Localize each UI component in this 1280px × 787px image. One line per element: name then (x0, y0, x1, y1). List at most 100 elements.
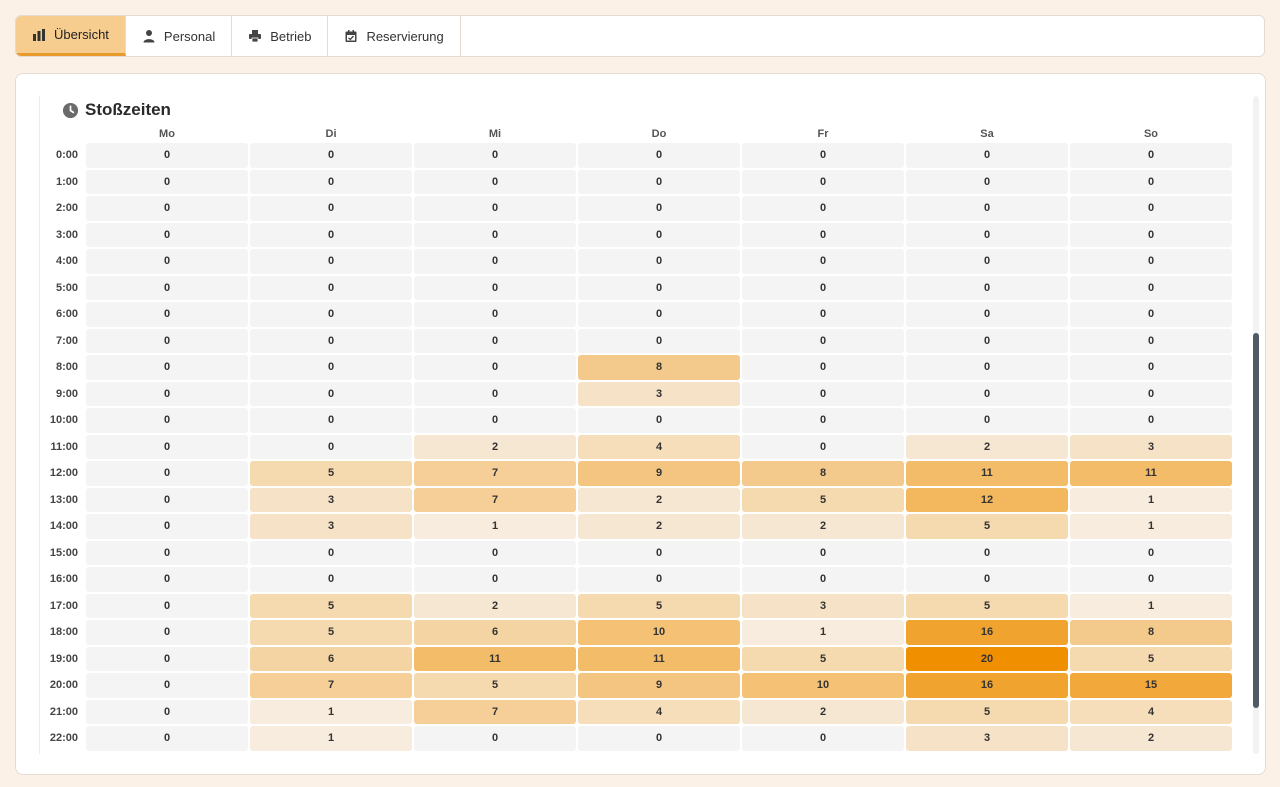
heatmap-cell: 0 (742, 381, 904, 406)
heatmap-cell: 0 (1070, 567, 1232, 592)
heatmap-cell: 11 (414, 646, 576, 671)
heatmap-cell: 0 (86, 381, 248, 406)
heatmap-cell: 3 (742, 593, 904, 618)
heatmap-cell: 0 (414, 540, 576, 565)
heatmap-row: 10:00 0 0 0 0 0 0 0 (42, 408, 1232, 433)
heatmap-row: 13:00 0 3 7 2 5 12 1 (42, 487, 1232, 512)
heatmap-cell: 0 (742, 540, 904, 565)
hour-label: 14:00 (49, 520, 78, 533)
heatmap-cell: 0 (86, 196, 248, 221)
tab-bar: Übersicht Personal Betrieb Reservierung (15, 15, 1265, 57)
heatmap-cell: 0 (250, 381, 412, 406)
tab-label: Personal (163, 28, 216, 44)
heatmap-cell: 1 (250, 699, 412, 724)
heatmap-cell: 16 (906, 673, 1068, 698)
heatmap-cell: 0 (906, 381, 1068, 406)
heatmap-cell: 0 (906, 275, 1068, 300)
heatmap-cell: 4 (578, 434, 740, 459)
heatmap-cell: 0 (86, 275, 248, 300)
heatmap-cell: 1 (250, 726, 412, 751)
heatmap-cell: 0 (1070, 355, 1232, 380)
tab-label: Reservierung (366, 28, 444, 44)
heatmap-cell: 0 (414, 328, 576, 353)
heatmap-cell: 0 (906, 408, 1068, 433)
day-header: Fr (817, 128, 829, 140)
heatmap-row: 15:00 0 0 0 0 0 0 0 (42, 540, 1232, 565)
heatmap-row: 2:00 0 0 0 0 0 0 0 (42, 196, 1232, 221)
heatmap-cell: 0 (250, 408, 412, 433)
heatmap-cell: 0 (578, 408, 740, 433)
heatmap-cell: 0 (250, 540, 412, 565)
heatmap-cell: 9 (578, 461, 740, 486)
heatmap-cell: 0 (578, 726, 740, 751)
heatmap-cell: 0 (1070, 381, 1232, 406)
heatmap-cell: 0 (742, 328, 904, 353)
peak-times-heatmap: Mo Di Mi Do Fr Sa So 0:00 0 0 0 0 0 0 0 1:00 0 0 0 0 0 0 0 2:0… (40, 125, 1234, 753)
heatmap-cell: 1 (1070, 593, 1232, 618)
heatmap-cell: 5 (250, 461, 412, 486)
heatmap-cell: 0 (578, 540, 740, 565)
heatmap-row: 5:00 0 0 0 0 0 0 0 (42, 275, 1232, 300)
heatmap-cell: 7 (250, 673, 412, 698)
tab-uebersicht[interactable]: Übersicht (16, 16, 126, 56)
heatmap-cell: 3 (578, 381, 740, 406)
day-header: Mo (159, 128, 175, 140)
heatmap-row: 11:00 0 0 2 4 0 2 3 (42, 434, 1232, 459)
heatmap-cell: 0 (1070, 196, 1232, 221)
heatmap-cell: 3 (250, 514, 412, 539)
heatmap-cell: 0 (1070, 328, 1232, 353)
heatmap-cell: 0 (250, 355, 412, 380)
heatmap-cell: 0 (86, 249, 248, 274)
tab-label: Übersicht (54, 27, 109, 42)
heatmap-cell: 10 (742, 673, 904, 698)
heatmap-cell: 2 (742, 699, 904, 724)
heatmap-cell: 0 (414, 196, 576, 221)
heatmap-cell: 0 (250, 222, 412, 247)
heatmap-cell: 8 (742, 461, 904, 486)
clock-icon (62, 102, 79, 118)
hour-label: 4:00 (55, 255, 78, 268)
heatmap-cell: 3 (906, 726, 1068, 751)
tab-reservierung[interactable]: Reservierung (328, 16, 461, 56)
heatmap-cell: 0 (578, 143, 740, 168)
heatmap-cell: 5 (906, 514, 1068, 539)
heatmap-cell: 5 (906, 699, 1068, 724)
heatmap-cell: 0 (86, 514, 248, 539)
panel-title: Stoßzeiten (62, 98, 171, 122)
heatmap-cell: 0 (250, 567, 412, 592)
heatmap-corner (42, 127, 84, 141)
heatmap-cell: 0 (86, 222, 248, 247)
heatmap-cell: 0 (86, 620, 248, 645)
tab-betrieb[interactable]: Betrieb (232, 16, 329, 56)
heatmap-cell: 0 (1070, 540, 1232, 565)
hour-label: 2:00 (55, 202, 78, 215)
heatmap-cell: 16 (906, 620, 1068, 645)
heatmap-cell: 0 (86, 567, 248, 592)
hour-label: 17:00 (49, 599, 78, 612)
heatmap-row: 17:00 0 5 2 5 3 5 1 (42, 593, 1232, 618)
heatmap-cell: 7 (414, 487, 576, 512)
heatmap-row: 14:00 0 3 1 2 2 5 1 (42, 514, 1232, 539)
heatmap-cell: 1 (414, 514, 576, 539)
heatmap-cell: 6 (414, 620, 576, 645)
heatmap-cell: 0 (86, 434, 248, 459)
heatmap-cell: 8 (578, 355, 740, 380)
hour-label: 15:00 (49, 546, 78, 559)
tab-personal[interactable]: Personal (126, 16, 233, 56)
heatmap-row: 22:00 0 1 0 0 0 3 2 (42, 726, 1232, 751)
heatmap-cell: 0 (250, 196, 412, 221)
heatmap-cell: 7 (414, 699, 576, 724)
heatmap-cell: 4 (1070, 699, 1232, 724)
heatmap-cell: 0 (578, 169, 740, 194)
heatmap-cell: 0 (578, 302, 740, 327)
scrollbar-thumb[interactable] (1253, 333, 1259, 708)
heatmap-cell: 0 (906, 355, 1068, 380)
tab-label: Betrieb (270, 28, 312, 44)
heatmap-cell: 0 (414, 169, 576, 194)
heatmap-cell: 0 (86, 328, 248, 353)
vertical-scrollbar[interactable] (1253, 96, 1259, 754)
heatmap-cell: 0 (906, 143, 1068, 168)
hour-label: 16:00 (49, 573, 78, 586)
heatmap-cell: 0 (742, 222, 904, 247)
heatmap-cell: 0 (906, 196, 1068, 221)
